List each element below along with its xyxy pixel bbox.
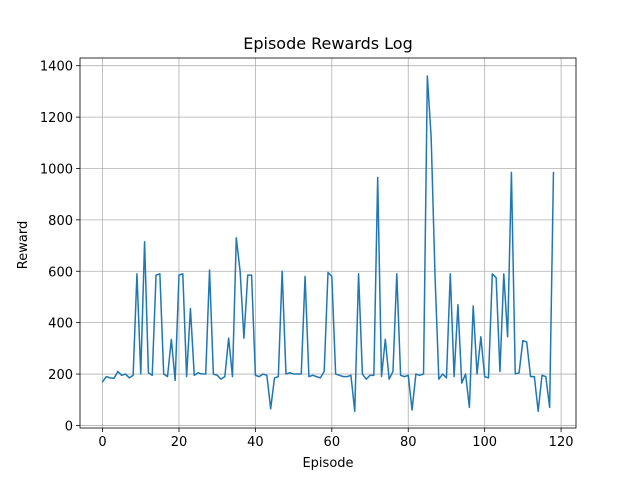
x-tick-label: 60 [324,435,341,450]
x-tick-label: 120 [549,435,574,450]
series-layer [101,75,555,413]
y-tick-label: 400 [48,317,73,332]
plot-frame [79,57,577,429]
y-tick-label: 0 [65,419,73,434]
grid-lines [80,58,576,428]
y-tick-label: 600 [48,265,73,280]
y-tick-label: 200 [48,368,73,383]
y-tick-label: 1200 [40,111,73,126]
x-axis-label: Episode [302,456,353,471]
x-tick-label: 100 [472,435,497,450]
x-tick-label: 80 [400,435,417,450]
x-tick-label: 0 [98,435,106,450]
y-tick-label: 800 [48,214,73,229]
chart-title: Episode Rewards Log [243,34,413,53]
x-tick-label: 40 [247,435,264,450]
y-tick-label: 1400 [40,60,73,75]
x-tick-label: 20 [171,435,188,450]
reward-series-line [101,75,555,413]
y-tick-label: 1000 [40,162,73,177]
y-axis-label: Reward [16,221,31,269]
